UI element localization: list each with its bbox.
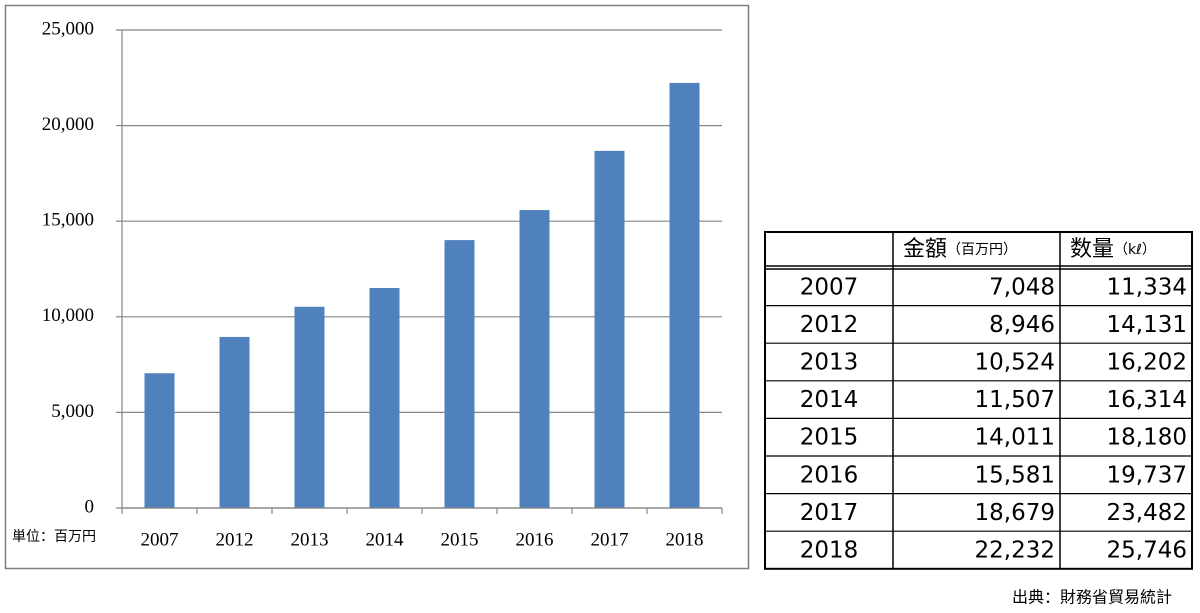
y-tick-label: 10,000 [42,305,94,326]
table-frame [764,231,1193,570]
x-tick-label: 2013 [291,529,329,550]
table-year: 2012 [800,312,859,338]
header-unit: （kℓ） [1114,242,1156,258]
y-tick-label: 5,000 [51,401,94,422]
source-note: 出典：財務省貿易統計 [1012,588,1172,607]
x-tick-label: 2015 [441,529,479,550]
x-tick-label: 2017 [591,529,629,550]
table-year: 2017 [800,500,859,526]
table-cell: 8,946 [989,312,1055,338]
bar [519,210,550,508]
table-year: 2007 [800,274,859,300]
table-cell: 10,524 [975,350,1055,376]
bar [369,287,400,508]
table-year: 2015 [800,425,859,451]
table-cell: 14,131 [1107,312,1187,338]
table-cell: 14,011 [975,425,1055,451]
x-tick-label: 2014 [366,529,405,550]
x-tick-label: 2018 [666,529,704,550]
table-cell: 18,679 [975,500,1055,526]
table-cell: 11,334 [1107,274,1187,300]
y-tick-label: 25,000 [42,18,94,39]
bar [219,336,250,508]
x-tick-label: 2007 [141,529,179,550]
bar [594,150,625,508]
table-year: 2016 [800,462,859,488]
header-unit: （百万円） [947,242,1017,258]
table-cell: 15,581 [975,462,1055,488]
table-year: 2014 [800,387,859,413]
table-cell: 19,737 [1107,462,1187,488]
header-main: 数量 [1070,237,1114,262]
table-cell: 7,048 [989,274,1055,300]
y-tick-label: 0 [85,496,95,517]
table-year: 2013 [800,350,859,376]
header-main: 金額 [903,237,947,262]
bar [144,373,175,508]
table-header: 金額（百万円） [903,237,1017,262]
x-tick-label: 2016 [516,529,554,550]
y-tick-label: 15,000 [42,210,94,231]
unit-label: 単位：百万円 [12,529,96,545]
bar [444,240,475,508]
bar [669,82,700,508]
y-tick-label: 20,000 [42,114,94,135]
table-cell: 18,180 [1107,425,1187,451]
bar [294,306,325,508]
table-cell: 11,507 [975,387,1055,413]
table-cell: 23,482 [1107,500,1187,526]
table-header: 数量（kℓ） [1070,237,1156,262]
table-cell: 22,232 [975,538,1055,564]
table-year: 2018 [800,538,859,564]
table-cell: 16,202 [1107,350,1187,376]
table-cell: 16,314 [1107,387,1187,413]
x-tick-label: 2012 [216,529,254,550]
table-cell: 25,746 [1107,538,1187,564]
